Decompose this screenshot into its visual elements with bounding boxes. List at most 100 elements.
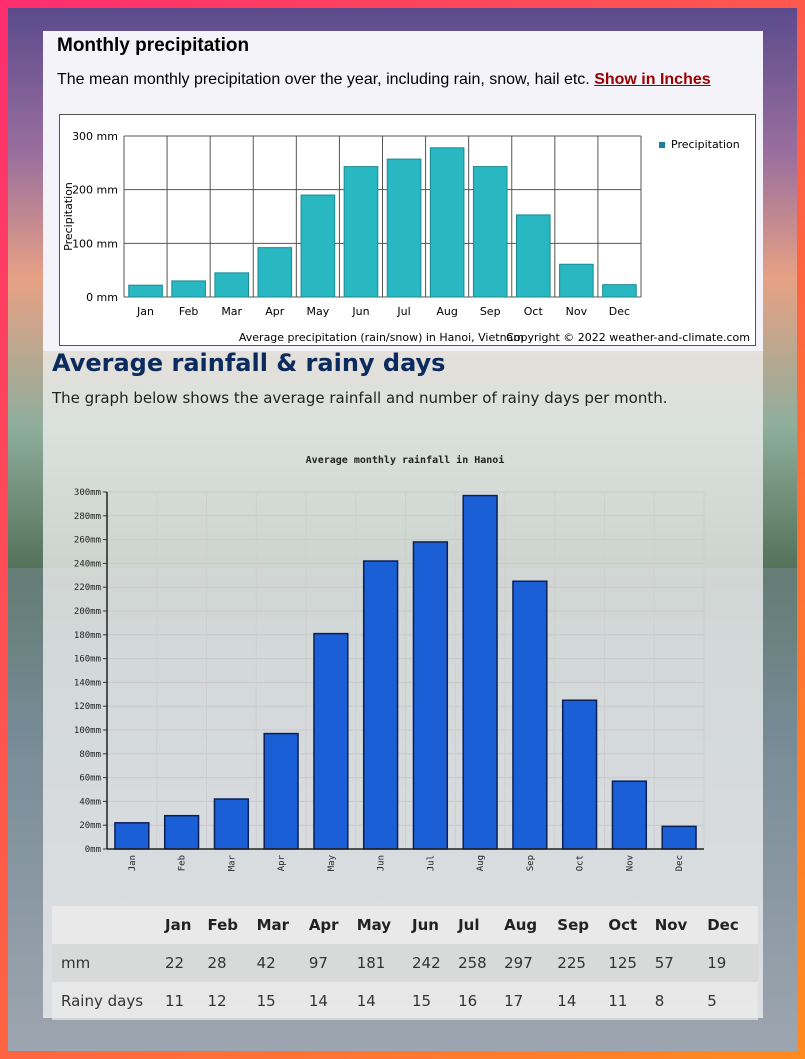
table-row-mm: mm 22 28 42 97 181 242 258 297 225 125 57 19	[52, 944, 758, 982]
rainfall-bar-may	[313, 632, 349, 850]
y-tick-label: 220mm	[74, 583, 101, 593]
rainfall-bar-dec	[661, 825, 697, 850]
table-header-jan: Jan	[165, 916, 192, 934]
rainfall-bar-sep	[512, 580, 548, 850]
precipitation-chart: 0 mm 100 mm 200 mm 300 mm Jan Feb Mar Apr May Jun…	[59, 114, 756, 346]
rainfall-bar-oct	[561, 699, 598, 850]
bar-jan	[128, 284, 163, 298]
y-tick-label: 60mm	[79, 774, 101, 784]
table-cell: 8	[654, 992, 665, 1010]
x-tick-label: May	[327, 854, 337, 871]
x-tick-label: Jul	[396, 305, 410, 318]
bar-apr	[257, 247, 293, 298]
table-header-apr: Apr	[308, 916, 339, 934]
section-description: The mean monthly precipitation over the …	[57, 71, 711, 89]
y-tick-label: 300mm	[74, 488, 101, 498]
bar-feb	[171, 280, 206, 298]
table-cell: 28	[207, 954, 227, 972]
table-cell: 14	[557, 992, 577, 1010]
table-cell: 14	[308, 992, 328, 1010]
table-header-nov: Nov	[654, 916, 688, 934]
x-tick-label: Apr	[265, 305, 285, 318]
x-tick-label: Jun	[351, 305, 369, 318]
x-tick-label: Apr	[277, 854, 287, 871]
rainfall-card: Average rainfall & rainy days The graph …	[43, 349, 763, 1020]
table-header-dec: Dec	[707, 916, 739, 934]
rainfall-bar-feb	[163, 814, 200, 850]
x-tick-label: Sep	[526, 855, 536, 871]
y-tick-label: 100mm	[74, 726, 101, 736]
table-cell: 12	[207, 992, 227, 1010]
table-header-may: May	[356, 916, 392, 934]
legend-label: Precipitation	[671, 138, 740, 151]
y-tick-label: 300 mm	[72, 130, 118, 143]
legend-swatch	[659, 142, 665, 148]
rainfall-chart-title: Average monthly rainfall in Hanoi	[306, 454, 505, 466]
x-tick-label: Nov	[566, 305, 588, 318]
rainfall-bar-nov	[611, 780, 648, 850]
x-tick-label: Feb	[179, 305, 198, 318]
table-header-sep: Sep	[557, 916, 589, 934]
table-header-blank	[52, 906, 165, 944]
row-label: Rainy days	[61, 992, 144, 1010]
rainfall-bar-jun	[362, 560, 399, 850]
x-tick-label: Nov	[625, 855, 635, 871]
x-tick-label: Aug	[476, 855, 486, 871]
x-tick-label: Jul	[426, 855, 436, 871]
x-tick-label: Aug	[436, 305, 457, 318]
y-tick-label: 20mm	[79, 821, 101, 831]
bar-oct	[515, 214, 551, 298]
table-cell: 225	[557, 954, 586, 972]
x-tick-label: May	[307, 305, 330, 318]
table-header-jul: Jul	[458, 916, 480, 934]
table-row-rainy-days: Rainy days 11 12 15 14 14 15 16 17 14 11 8 5	[52, 982, 758, 1020]
bar-jul	[386, 158, 422, 298]
y-tick-label: 240mm	[74, 559, 101, 569]
show-in-inches-link[interactable]: Show in Inches	[594, 71, 711, 88]
table-cell: 11	[165, 992, 185, 1010]
table-cell: 5	[707, 992, 717, 1010]
rainfall-bar-aug	[462, 494, 498, 850]
table-header-mar: Mar	[256, 916, 290, 934]
table-cell: 22	[165, 954, 185, 972]
table-cell: 15	[256, 992, 276, 1010]
table-cell: 258	[458, 954, 487, 972]
table-cell: 181	[356, 954, 386, 972]
precipitation-chart-svg: 0 mm 100 mm 200 mm 300 mm Jan Feb Mar Apr May Jun…	[62, 130, 750, 344]
rainfall-section-description: The graph below shows the average rainfa…	[52, 389, 668, 407]
bar-mar	[214, 272, 250, 298]
rainfall-bar-jan	[114, 822, 150, 850]
y-tick-label: 200 mm	[72, 184, 118, 197]
rainfall-section-title: Average rainfall & rainy days	[52, 349, 446, 377]
x-tick-label: Jan	[128, 855, 138, 871]
y-tick-label: 0 mm	[86, 291, 118, 304]
rainfall-bar-mar	[213, 798, 250, 850]
bar-aug	[429, 147, 465, 298]
bar-sep	[472, 166, 508, 298]
y-tick-label: 160mm	[74, 655, 101, 665]
x-tick-label: Mar	[221, 305, 242, 318]
x-tick-label: Sep	[480, 305, 501, 318]
chart-copyright: Copyright © 2022 weather-and-climate.com	[506, 331, 750, 344]
x-tick-label: Dec	[675, 855, 685, 871]
x-tick-label: Jan	[136, 305, 154, 318]
y-tick-label: 100 mm	[72, 237, 118, 250]
x-tick-label: Oct	[524, 305, 544, 318]
table-cell: 11	[608, 992, 628, 1010]
rainfall-table: Jan Feb Mar Apr May Jun Jul Aug Sep Oct Nov Dec mm 2…	[52, 906, 758, 1020]
rainfall-bar-jul	[412, 541, 449, 850]
table-header-aug: Aug	[504, 916, 538, 934]
y-tick-label: 140mm	[74, 678, 101, 688]
y-tick-label: 260mm	[74, 536, 101, 546]
y-tick-label: 0mm	[85, 845, 101, 855]
table-cell: 16	[458, 992, 478, 1010]
row-label: mm	[61, 954, 91, 972]
monthly-precipitation-card: Monthly precipitation The mean monthly p…	[43, 31, 763, 351]
description-text: The mean monthly precipitation over the …	[57, 71, 590, 88]
x-tick-label: Feb	[178, 855, 188, 871]
table-header-oct: Oct	[608, 916, 638, 934]
y-tick-label: 120mm	[74, 702, 101, 712]
bar-may	[300, 194, 336, 298]
y-axis-label: Precipitation	[62, 182, 75, 251]
x-tick-label: Dec	[609, 305, 630, 318]
